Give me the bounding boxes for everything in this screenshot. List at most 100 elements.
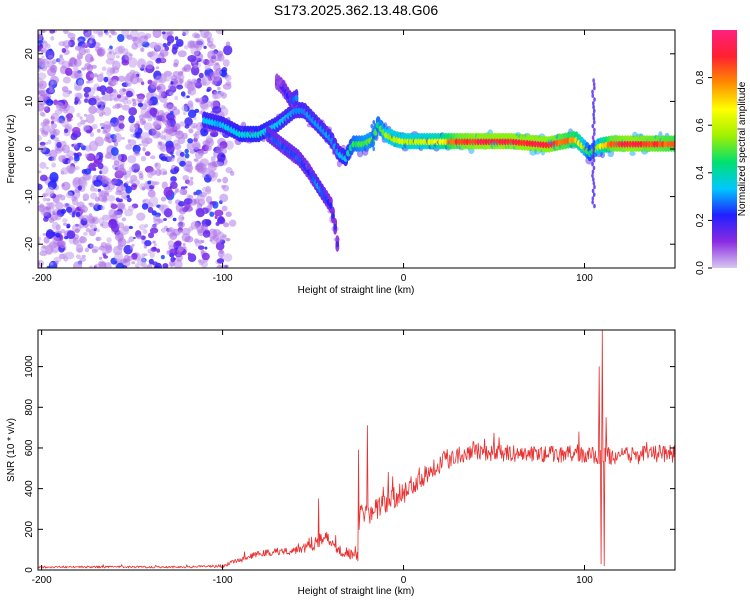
spectrogram-cell: [61, 86, 69, 93]
spectrogram-cell: [48, 54, 54, 59]
spectrogram-cell: [593, 184, 596, 190]
spectrogram-cell: [161, 118, 167, 123]
spectrogram-cell: [136, 234, 142, 240]
spectrogram-cell: [42, 30, 46, 33]
spectrogram-cell: [181, 105, 188, 112]
spectrogram-cell: [94, 217, 98, 221]
spectrogram-cell: [203, 31, 213, 40]
spectrogram-cell: [216, 144, 224, 153]
spectrogram-cell: [97, 31, 104, 38]
spectrogram-cell: [55, 260, 59, 265]
y-tick-label: 600: [24, 439, 35, 456]
spectrogram-cell: [189, 149, 196, 154]
spectrogram-cell: [113, 179, 118, 185]
spectrogram-cell: [183, 164, 193, 172]
spectrogram-cell: [212, 106, 222, 114]
spectrogram-cell: [206, 38, 211, 43]
spectrogram-cell: [134, 263, 139, 268]
colorbar-tick-label: 0.0: [695, 261, 706, 275]
spectrogram-cell: [195, 207, 205, 218]
spectrogram-cell: [171, 108, 181, 116]
spectrogram-cell: [188, 128, 194, 134]
spectrogram-cell: [109, 98, 113, 102]
spectrogram-cell: [131, 43, 138, 50]
colorbar-tick-label: 0.4: [695, 165, 706, 179]
spectrogram-cell: [73, 178, 79, 185]
spectrogram-cell: [140, 81, 145, 86]
spectrogram-cell: [56, 118, 64, 124]
spectrogram-cell: [177, 50, 187, 58]
spectrogram-cell: [182, 111, 187, 116]
spectrogram-cell: [83, 231, 88, 236]
spectrogram-cell: [61, 181, 71, 191]
spectrogram-cell: [42, 233, 47, 237]
spectrogram-cell: [121, 217, 127, 222]
spectrogram-cell: [181, 227, 191, 236]
spectrogram-cell: [190, 122, 198, 129]
snr-series-line: [38, 330, 675, 569]
spectrogram-cell: [155, 58, 162, 64]
spectrogram-cell: [64, 251, 75, 260]
spectrogram-cell: [58, 155, 66, 163]
spectrogram-cell: [79, 236, 85, 243]
spectrogram-cell: [371, 142, 374, 148]
spectrogram-cell: [47, 139, 52, 145]
spectrogram-cell: [73, 70, 83, 79]
spectrogram-cell: [179, 151, 185, 157]
spectrogram-cell: [89, 265, 93, 268]
y-tick-label: 1000: [24, 355, 35, 378]
spectrogram-cell: [115, 55, 120, 59]
spectrogram-cell: [105, 31, 109, 36]
spectrogram-cell: [190, 65, 200, 76]
spectrogram-cell: [222, 184, 230, 192]
spectrogram-cell: [129, 53, 133, 57]
spectrogram-cell: [161, 227, 167, 233]
spectrogram-cell: [328, 202, 333, 209]
spectrogram-cell: [135, 120, 140, 125]
spectrogram-cell: [188, 206, 194, 212]
spectrogram-cell: [62, 222, 68, 226]
spectrogram-cell: [187, 138, 194, 144]
spectrogram-cell: [207, 50, 216, 60]
spectrogram-cell: [105, 58, 115, 65]
spectrogram-cell: [62, 218, 68, 223]
spectrogram-cell: [74, 228, 80, 234]
spectrogram-cell: [61, 47, 67, 54]
spectrogram-cell: [121, 136, 125, 140]
spectrogram-cell: [157, 110, 165, 118]
spectrogram-cell: [592, 158, 596, 163]
spectrogram-cell: [186, 95, 190, 99]
spectrogram-cell: [187, 179, 194, 186]
spectrogram-cell: [205, 219, 212, 226]
spectrogram-cell: [83, 86, 92, 93]
spectrogram-cell: [71, 143, 79, 149]
spectrogram-cell: [41, 113, 46, 117]
spectrogram-cell: [48, 242, 55, 249]
spectrogram-cell: [204, 246, 208, 250]
spectrogram-cell: [205, 138, 214, 148]
spectrogram-cell: [592, 154, 595, 159]
spectrogram-cell: [66, 113, 74, 120]
spectrogram-cell: [99, 96, 104, 101]
spectrogram-cell: [151, 180, 158, 186]
spectrogram-cell: [116, 202, 126, 210]
spectrogram-cell: [184, 236, 194, 243]
spectrogram-cell: [223, 222, 230, 228]
spectrogram-cell: [101, 249, 110, 255]
spectrogram-cell: [86, 48, 91, 54]
colorbar-tick-label: 0.2: [695, 213, 706, 227]
spectrogram-cell: [95, 236, 102, 242]
spectrogram-cell: [143, 113, 150, 119]
spectrogram-cell: [113, 132, 122, 143]
spectrogram-cell: [166, 34, 175, 44]
spectrogram-cell: [184, 148, 189, 154]
spectrogram-cell: [199, 158, 209, 167]
spectrogram-cell: [115, 185, 124, 193]
spectrogram-cell: [294, 94, 299, 102]
spectrogram-cell: [86, 80, 90, 84]
spectrogram-cell: [76, 92, 83, 100]
spectrogram-cell: [592, 146, 596, 152]
spectrogram-cell: [592, 150, 595, 156]
spectrogram-cell: [61, 144, 70, 154]
